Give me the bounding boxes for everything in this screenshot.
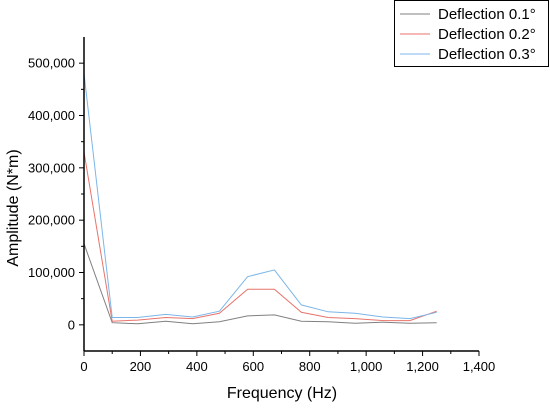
x-tick-label: 600 <box>242 359 264 374</box>
y-axis-title: Amplitude (N*m) <box>5 149 22 266</box>
x-tick-label: 400 <box>186 359 208 374</box>
series-line-3 <box>83 73 437 320</box>
legend: Deflection 0.1° Deflection 0.2° Deflection… <box>394 0 549 67</box>
legend-label-3: Deflection 0.3° <box>438 46 536 63</box>
x-tick-label: 1,200 <box>406 359 439 374</box>
legend-label-2: Deflection 0.2° <box>438 26 536 43</box>
x-tick-label: 1,400 <box>463 359 496 374</box>
y-tick-label: 500,000 <box>28 56 75 71</box>
series-line-2 <box>83 152 437 322</box>
series-line-1 <box>83 243 437 325</box>
y-tick-label: 200,000 <box>28 213 75 228</box>
x-tick-label: 200 <box>130 359 152 374</box>
y-tick-label: 0 <box>68 317 75 332</box>
axes: 0 200 400 600 800 1,000 1,200 1,400 0 100,000 200,… <box>28 37 495 374</box>
x-tick-label: 1,000 <box>350 359 383 374</box>
y-tick-label: 300,000 <box>28 160 75 175</box>
x-axis-title: Frequency (Hz) <box>227 385 337 402</box>
plot-lines <box>83 73 437 325</box>
x-tick-label: 800 <box>299 359 321 374</box>
legend-label-1: Deflection 0.1° <box>438 6 536 23</box>
y-tick-label: 400,000 <box>28 108 75 123</box>
x-tick-label: 0 <box>80 359 87 374</box>
y-tick-label: 100,000 <box>28 265 75 280</box>
